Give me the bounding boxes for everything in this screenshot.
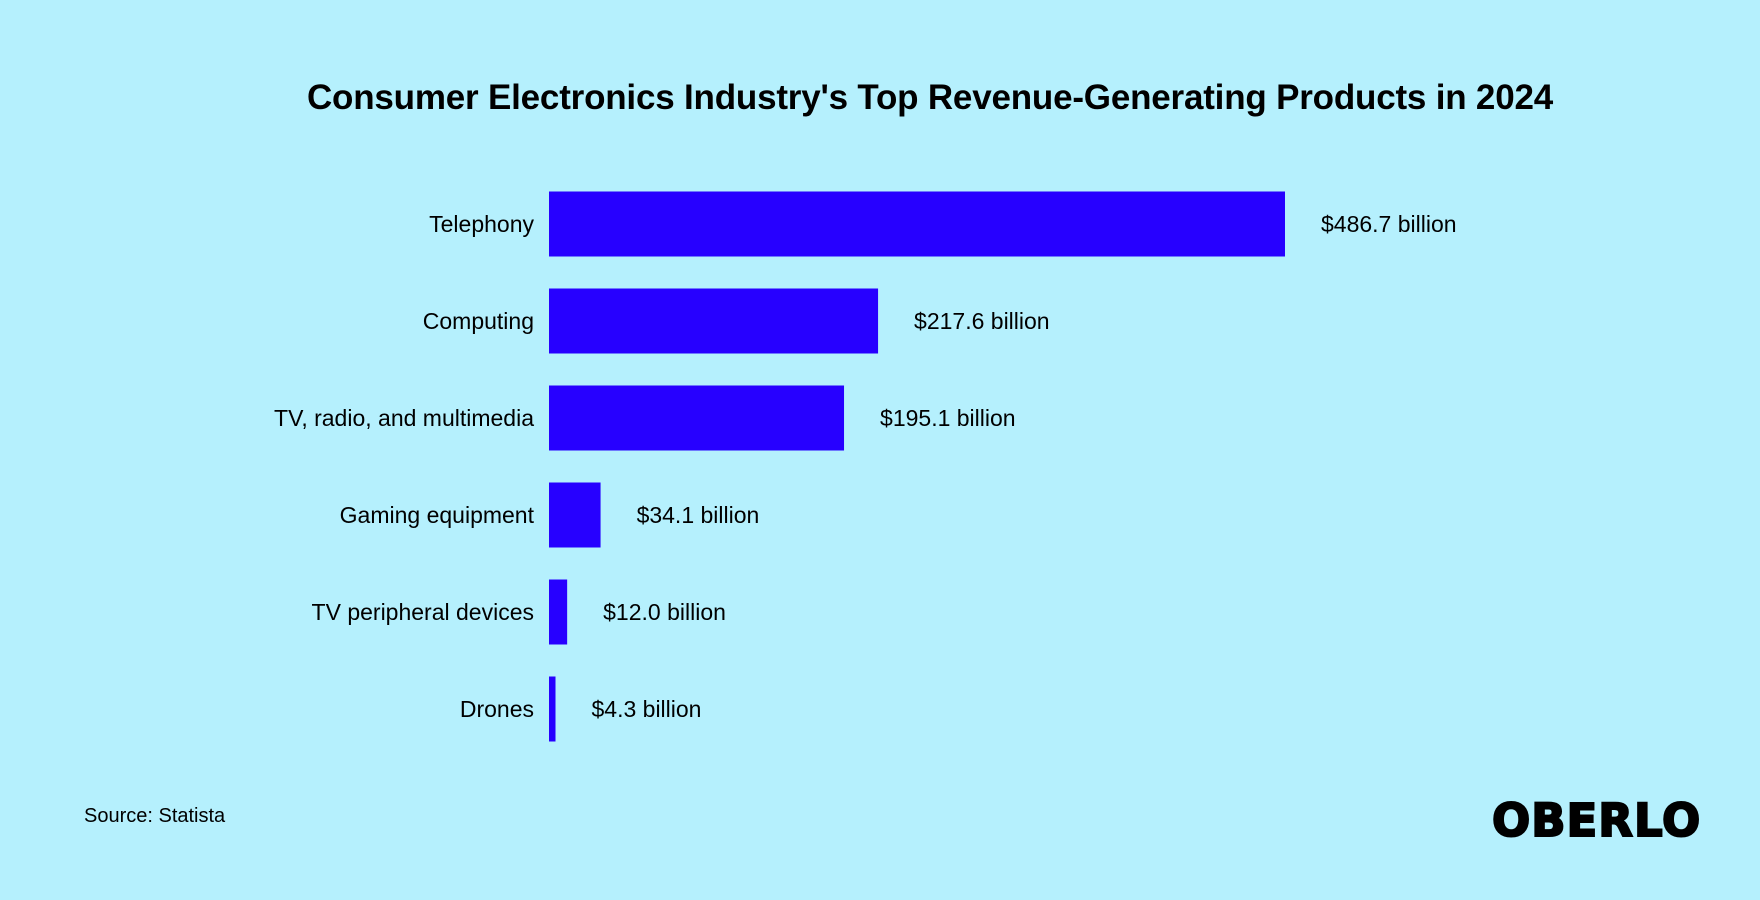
bar bbox=[549, 482, 601, 548]
chart-title: Consumer Electronics Industry's Top Reve… bbox=[306, 78, 1553, 117]
category-label: Telephony bbox=[429, 211, 534, 237]
value-label: $12.0 billion bbox=[603, 599, 726, 625]
category-label: Drones bbox=[460, 696, 534, 722]
bar bbox=[549, 191, 1285, 257]
bar bbox=[549, 288, 879, 354]
value-label: $34.1 billion bbox=[637, 502, 760, 528]
value-label: $486.7 billion bbox=[1321, 211, 1457, 237]
value-label: $217.6 billion bbox=[914, 308, 1050, 334]
category-label: Gaming equipment bbox=[340, 502, 535, 528]
category-label: Computing bbox=[423, 308, 534, 334]
bar bbox=[549, 385, 845, 451]
value-label: $195.1 billion bbox=[880, 405, 1016, 431]
source-note: Source: Statista bbox=[84, 805, 226, 827]
value-label: $4.3 billion bbox=[592, 696, 702, 722]
category-label: TV, radio, and multimedia bbox=[274, 405, 534, 431]
bar bbox=[549, 579, 568, 645]
category-label: TV peripheral devices bbox=[312, 599, 534, 625]
oberlo-logo: OBERLO bbox=[1491, 794, 1702, 847]
bar bbox=[549, 676, 556, 742]
